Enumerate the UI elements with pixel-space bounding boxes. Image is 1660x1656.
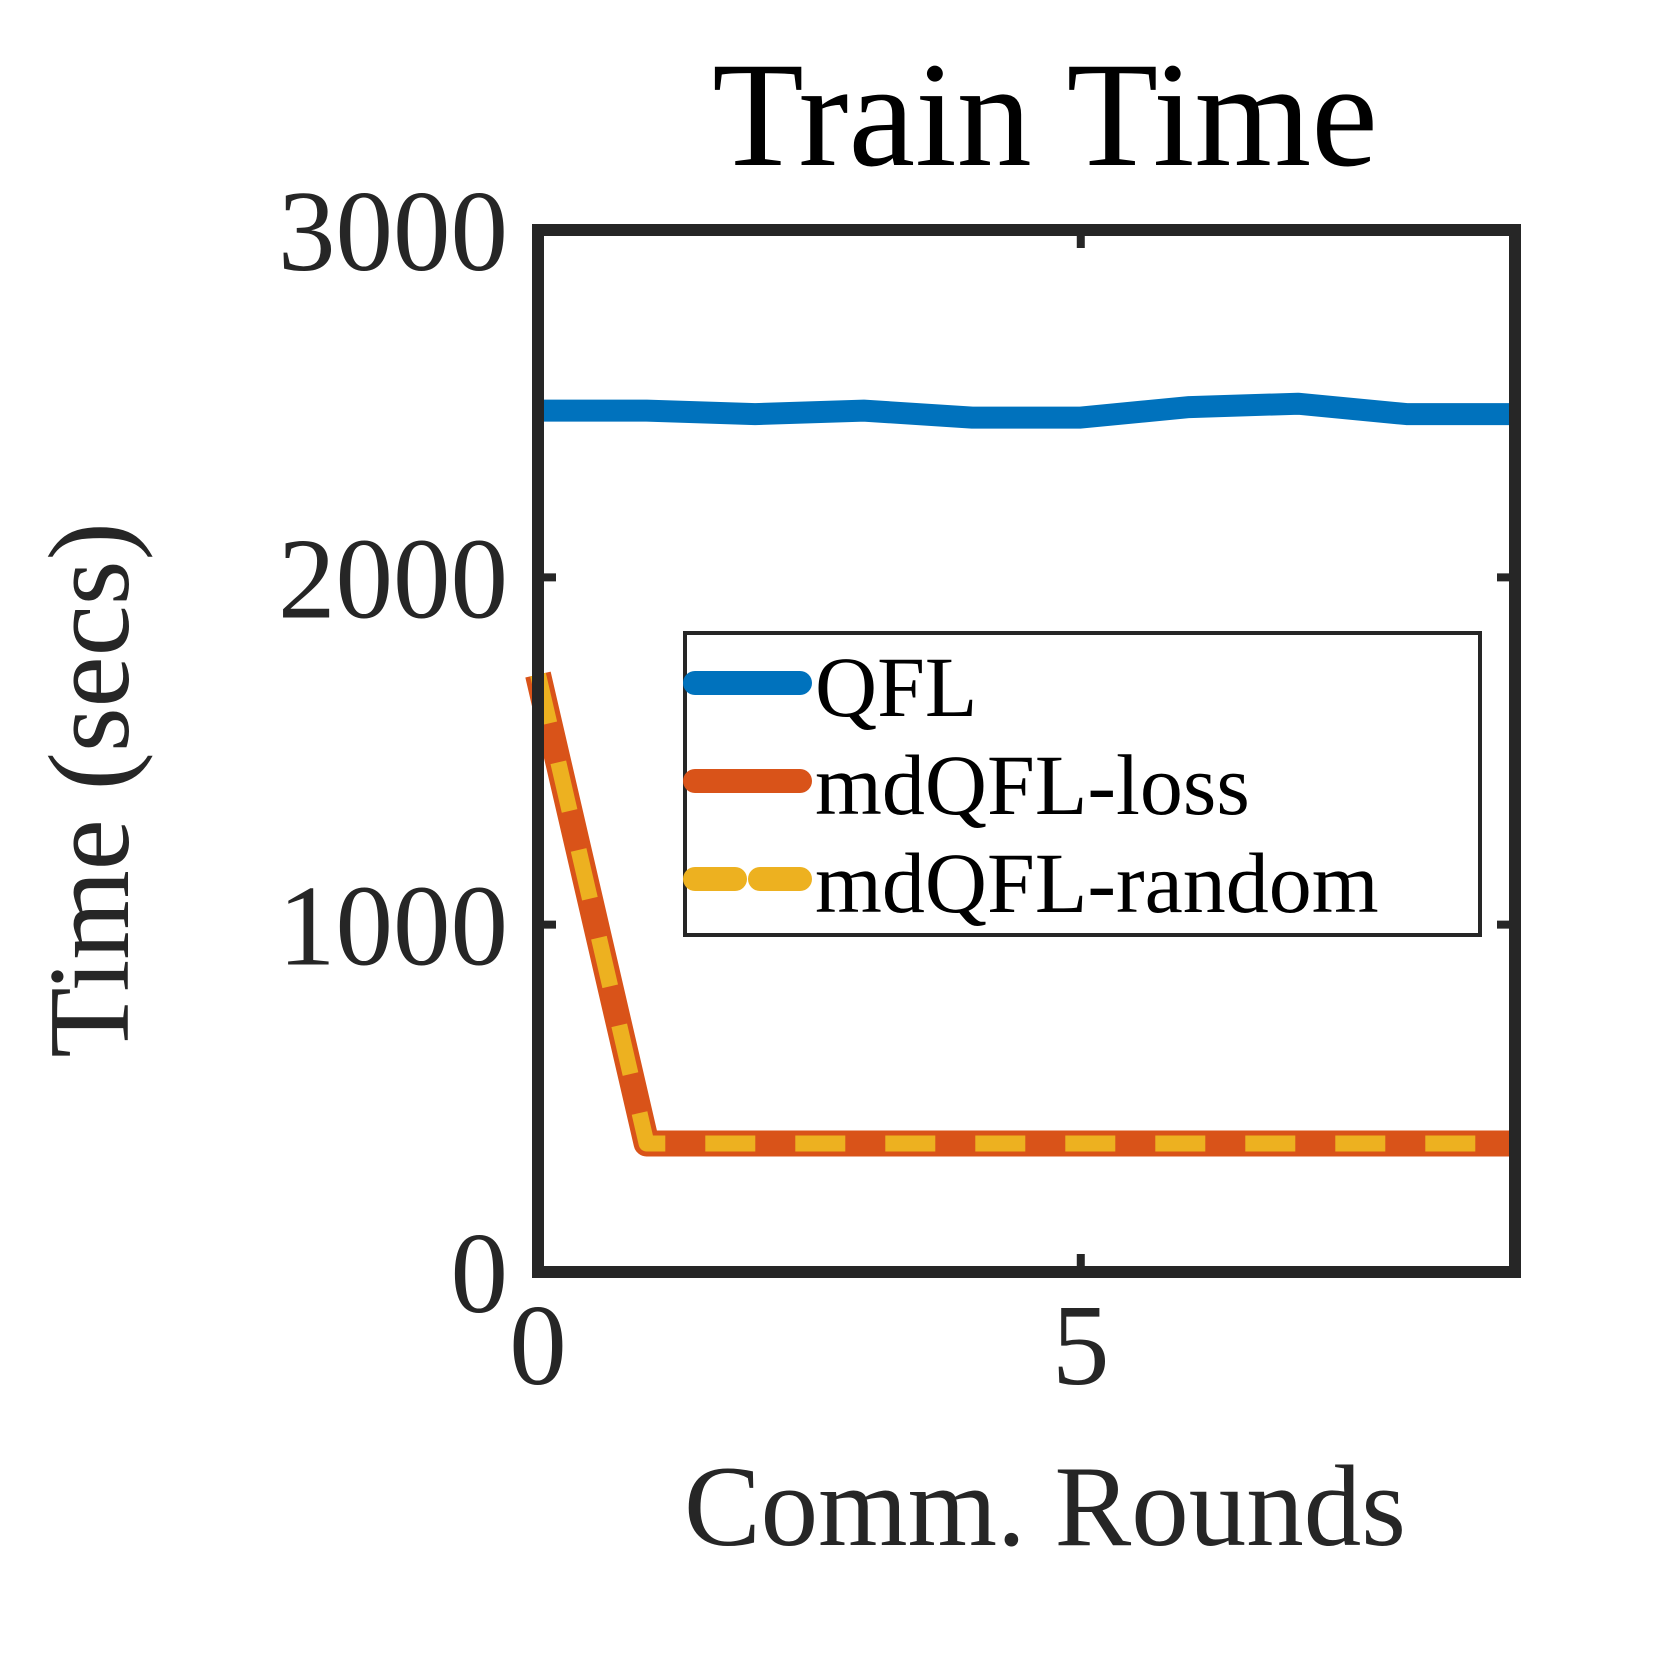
legend-label-qfl: QFL — [815, 639, 977, 735]
chart-title: Train Time — [712, 32, 1378, 198]
x-tick-label-1: 5 — [1052, 1282, 1110, 1409]
y-tick-label-0: 0 — [451, 1210, 509, 1337]
y-tick-label-2: 2000 — [278, 515, 508, 642]
series-line-mdqfl-random — [530, 672, 1515, 1152]
x-axis-label: Comm. Rounds — [684, 1443, 1406, 1570]
y-tick-label-1: 1000 — [278, 863, 508, 990]
x-tick-label-0: 0 — [509, 1282, 567, 1409]
axes-layer — [532, 224, 1521, 1278]
legend-label-mdqfl-random: mdQFL-random — [815, 835, 1379, 931]
tick-labels-layer: 0 1000 2000 3000 0 5 — [278, 168, 1110, 1409]
y-axis-label: Time (secs) — [26, 522, 153, 1058]
ticks-layer — [534, 226, 1515, 1276]
series-line-qfl — [538, 392, 1515, 429]
series-layer — [525, 392, 1515, 1157]
legend-box — [683, 631, 1482, 937]
legend-label-mdqfl-loss: mdQFL-loss — [815, 737, 1250, 833]
y-tick-label-3: 3000 — [278, 168, 508, 295]
